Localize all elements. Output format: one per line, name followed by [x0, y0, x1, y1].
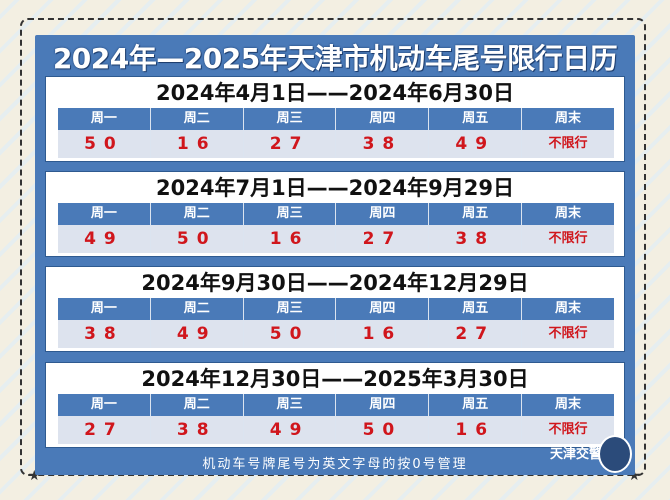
weekday-header: 周一	[58, 203, 151, 225]
restriction-table: 周一 周二 周三 周四 周五 周末 49 50 16 27 38 不限行	[58, 203, 614, 253]
weekday-header: 周末	[522, 203, 614, 225]
restricted-digits: 16	[150, 130, 244, 158]
weekday-header: 周四	[336, 298, 430, 320]
restricted-digits: 27	[58, 416, 151, 444]
period-range: 2024年9月30日——2024年12月29日	[141, 271, 529, 295]
header-row: 周一 周二 周三 周四 周五 周末	[58, 108, 614, 130]
restriction-table: 周一 周二 周三 周四 周五 周末 27 38 49 50 16 不限行	[58, 394, 614, 444]
value-row: 38 49 50 16 27 不限行	[58, 320, 614, 348]
header-row: 周一 周二 周三 周四 周五 周末	[58, 203, 614, 225]
header-row: 周一 周二 周三 周四 周五 周末	[58, 298, 614, 320]
restricted-digits: 50	[336, 416, 430, 444]
value-row: 49 50 16 27 38 不限行	[58, 225, 614, 253]
page-title: 2024年—2025年天津市机动车尾号限行日历	[52, 42, 618, 75]
restricted-digits: 不限行	[522, 416, 614, 444]
period-range: 2024年12月30日——2025年3月30日	[141, 367, 529, 391]
restricted-digits: 不限行	[522, 225, 614, 253]
weekday-header: 周一	[58, 298, 151, 320]
weekday-header: 周末	[522, 298, 614, 320]
weekday-header: 周三	[243, 394, 337, 416]
restricted-digits: 27	[243, 130, 337, 158]
weekday-header: 周二	[150, 108, 244, 130]
weekday-header: 周四	[336, 394, 430, 416]
restricted-digits: 16	[243, 225, 337, 253]
weekday-header: 周五	[429, 394, 523, 416]
weekday-header: 周一	[58, 108, 151, 130]
weekday-header: 周一	[58, 394, 151, 416]
value-row: 50 16 27 38 49 不限行	[58, 130, 614, 158]
weekday-header: 周三	[243, 298, 337, 320]
weekday-header: 周四	[336, 203, 430, 225]
weekday-header: 周二	[150, 203, 244, 225]
weekday-header: 周三	[243, 108, 337, 130]
period-range: 2024年7月1日——2024年9月29日	[156, 176, 514, 200]
restricted-digits: 49	[150, 320, 244, 348]
restricted-digits: 38	[429, 225, 523, 253]
logo: 天津交警	[549, 447, 602, 462]
restricted-digits: 27	[429, 320, 523, 348]
weekday-header: 周五	[429, 298, 523, 320]
restricted-digits: 27	[336, 225, 430, 253]
police-mascot-icon	[598, 435, 632, 473]
restricted-digits: 38	[58, 320, 151, 348]
header-row: 周一 周二 周三 周四 周五 周末	[58, 394, 614, 416]
weekday-header: 周五	[429, 108, 523, 130]
restricted-digits: 不限行	[522, 130, 614, 158]
restricted-digits: 16	[336, 320, 430, 348]
restriction-table: 周一 周二 周三 周四 周五 周末 50 16 27 38 49 不限行	[58, 108, 614, 158]
restricted-digits: 49	[429, 130, 523, 158]
restricted-digits: 50	[58, 130, 151, 158]
period-section: 2024年4月1日——2024年6月30日 周一 周二 周三 周四 周五 周末 50 16 27 3…	[45, 76, 625, 162]
calendar-panel: 2024年—2025年天津市机动车尾号限行日历 2024年4月1日——2024年…	[35, 35, 635, 475]
period-section: 2024年12月30日——2025年3月30日 周一 周二 周三 周四 周五 周末 27 38 4…	[45, 362, 625, 448]
restricted-digits: 49	[58, 225, 151, 253]
restricted-digits: 50	[150, 225, 244, 253]
footer-note: 机动车号牌尾号为英文字母的按0号管理	[202, 457, 468, 472]
period-section: 2024年7月1日——2024年9月29日 周一 周二 周三 周四 周五 周末 49 50 16 2…	[45, 171, 625, 257]
weekday-header: 周末	[522, 108, 614, 130]
restricted-digits: 50	[243, 320, 337, 348]
weekday-header: 周四	[336, 108, 430, 130]
weekday-header: 周三	[243, 203, 337, 225]
restricted-digits: 38	[150, 416, 244, 444]
period-range: 2024年4月1日——2024年6月30日	[156, 81, 514, 105]
weekday-header: 周二	[150, 394, 244, 416]
restricted-digits: 16	[429, 416, 523, 444]
restricted-digits: 不限行	[522, 320, 614, 348]
restricted-digits: 49	[243, 416, 337, 444]
dashed-frame	[20, 18, 646, 476]
period-section: 2024年9月30日——2024年12月29日 周一 周二 周三 周四 周五 周末 38 49 5…	[45, 266, 625, 352]
weekday-header: 周二	[150, 298, 244, 320]
restricted-digits: 38	[336, 130, 430, 158]
weekday-header: 周末	[522, 394, 614, 416]
value-row: 27 38 49 50 16 不限行	[58, 416, 614, 444]
restriction-table: 周一 周二 周三 周四 周五 周末 38 49 50 16 27 不限行	[58, 298, 614, 348]
weekday-header: 周五	[429, 203, 523, 225]
